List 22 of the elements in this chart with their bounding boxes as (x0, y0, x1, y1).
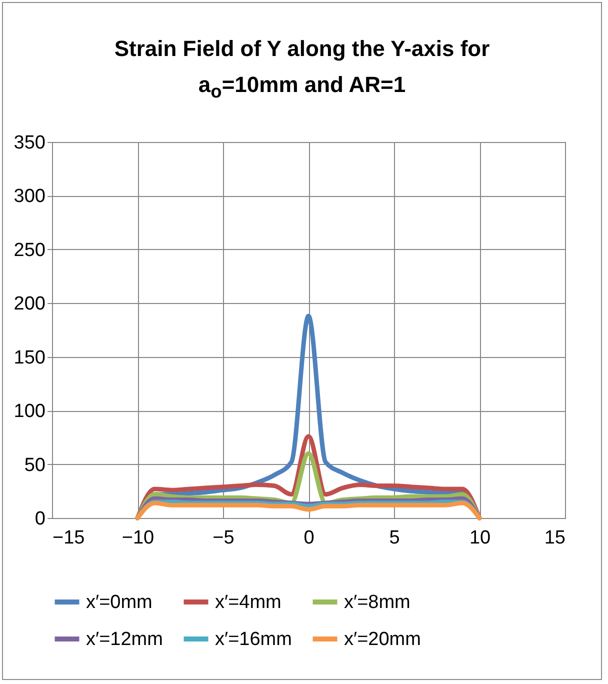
legend-label: x′=20mm (344, 629, 421, 650)
legend-label: x′=0mm (86, 592, 152, 613)
y-tick-label: 100 (14, 401, 46, 422)
x-tick-label: −15 (52, 528, 85, 548)
y-tick-label: 300 (14, 186, 46, 208)
x-tick-label: 0 (304, 528, 314, 548)
legend-label: x′=16mm (215, 629, 292, 650)
legend-label: x′=8mm (344, 592, 410, 613)
legend-label: x′=4mm (215, 592, 282, 613)
x-tick-label: −10 (122, 528, 154, 548)
legend-label: x′=12mm (86, 629, 163, 650)
y-tick-label: 0 (34, 508, 46, 530)
y-tick-label: 250 (14, 240, 46, 261)
y-tick-label: 150 (14, 347, 46, 368)
x-tick-label: 10 (469, 528, 491, 548)
x-tick-label: 15 (544, 528, 566, 548)
x-tick-label: 5 (389, 528, 400, 548)
x-tick-label: −5 (212, 528, 234, 548)
y-tick-label: 50 (24, 454, 46, 476)
chart-title: Strain Field of Y along the Y-axis for a$_{o}$=10mm and AR=1 (113, 35, 491, 104)
y-tick-label: 350 (14, 132, 46, 154)
y-tick-label: 200 (14, 294, 46, 315)
